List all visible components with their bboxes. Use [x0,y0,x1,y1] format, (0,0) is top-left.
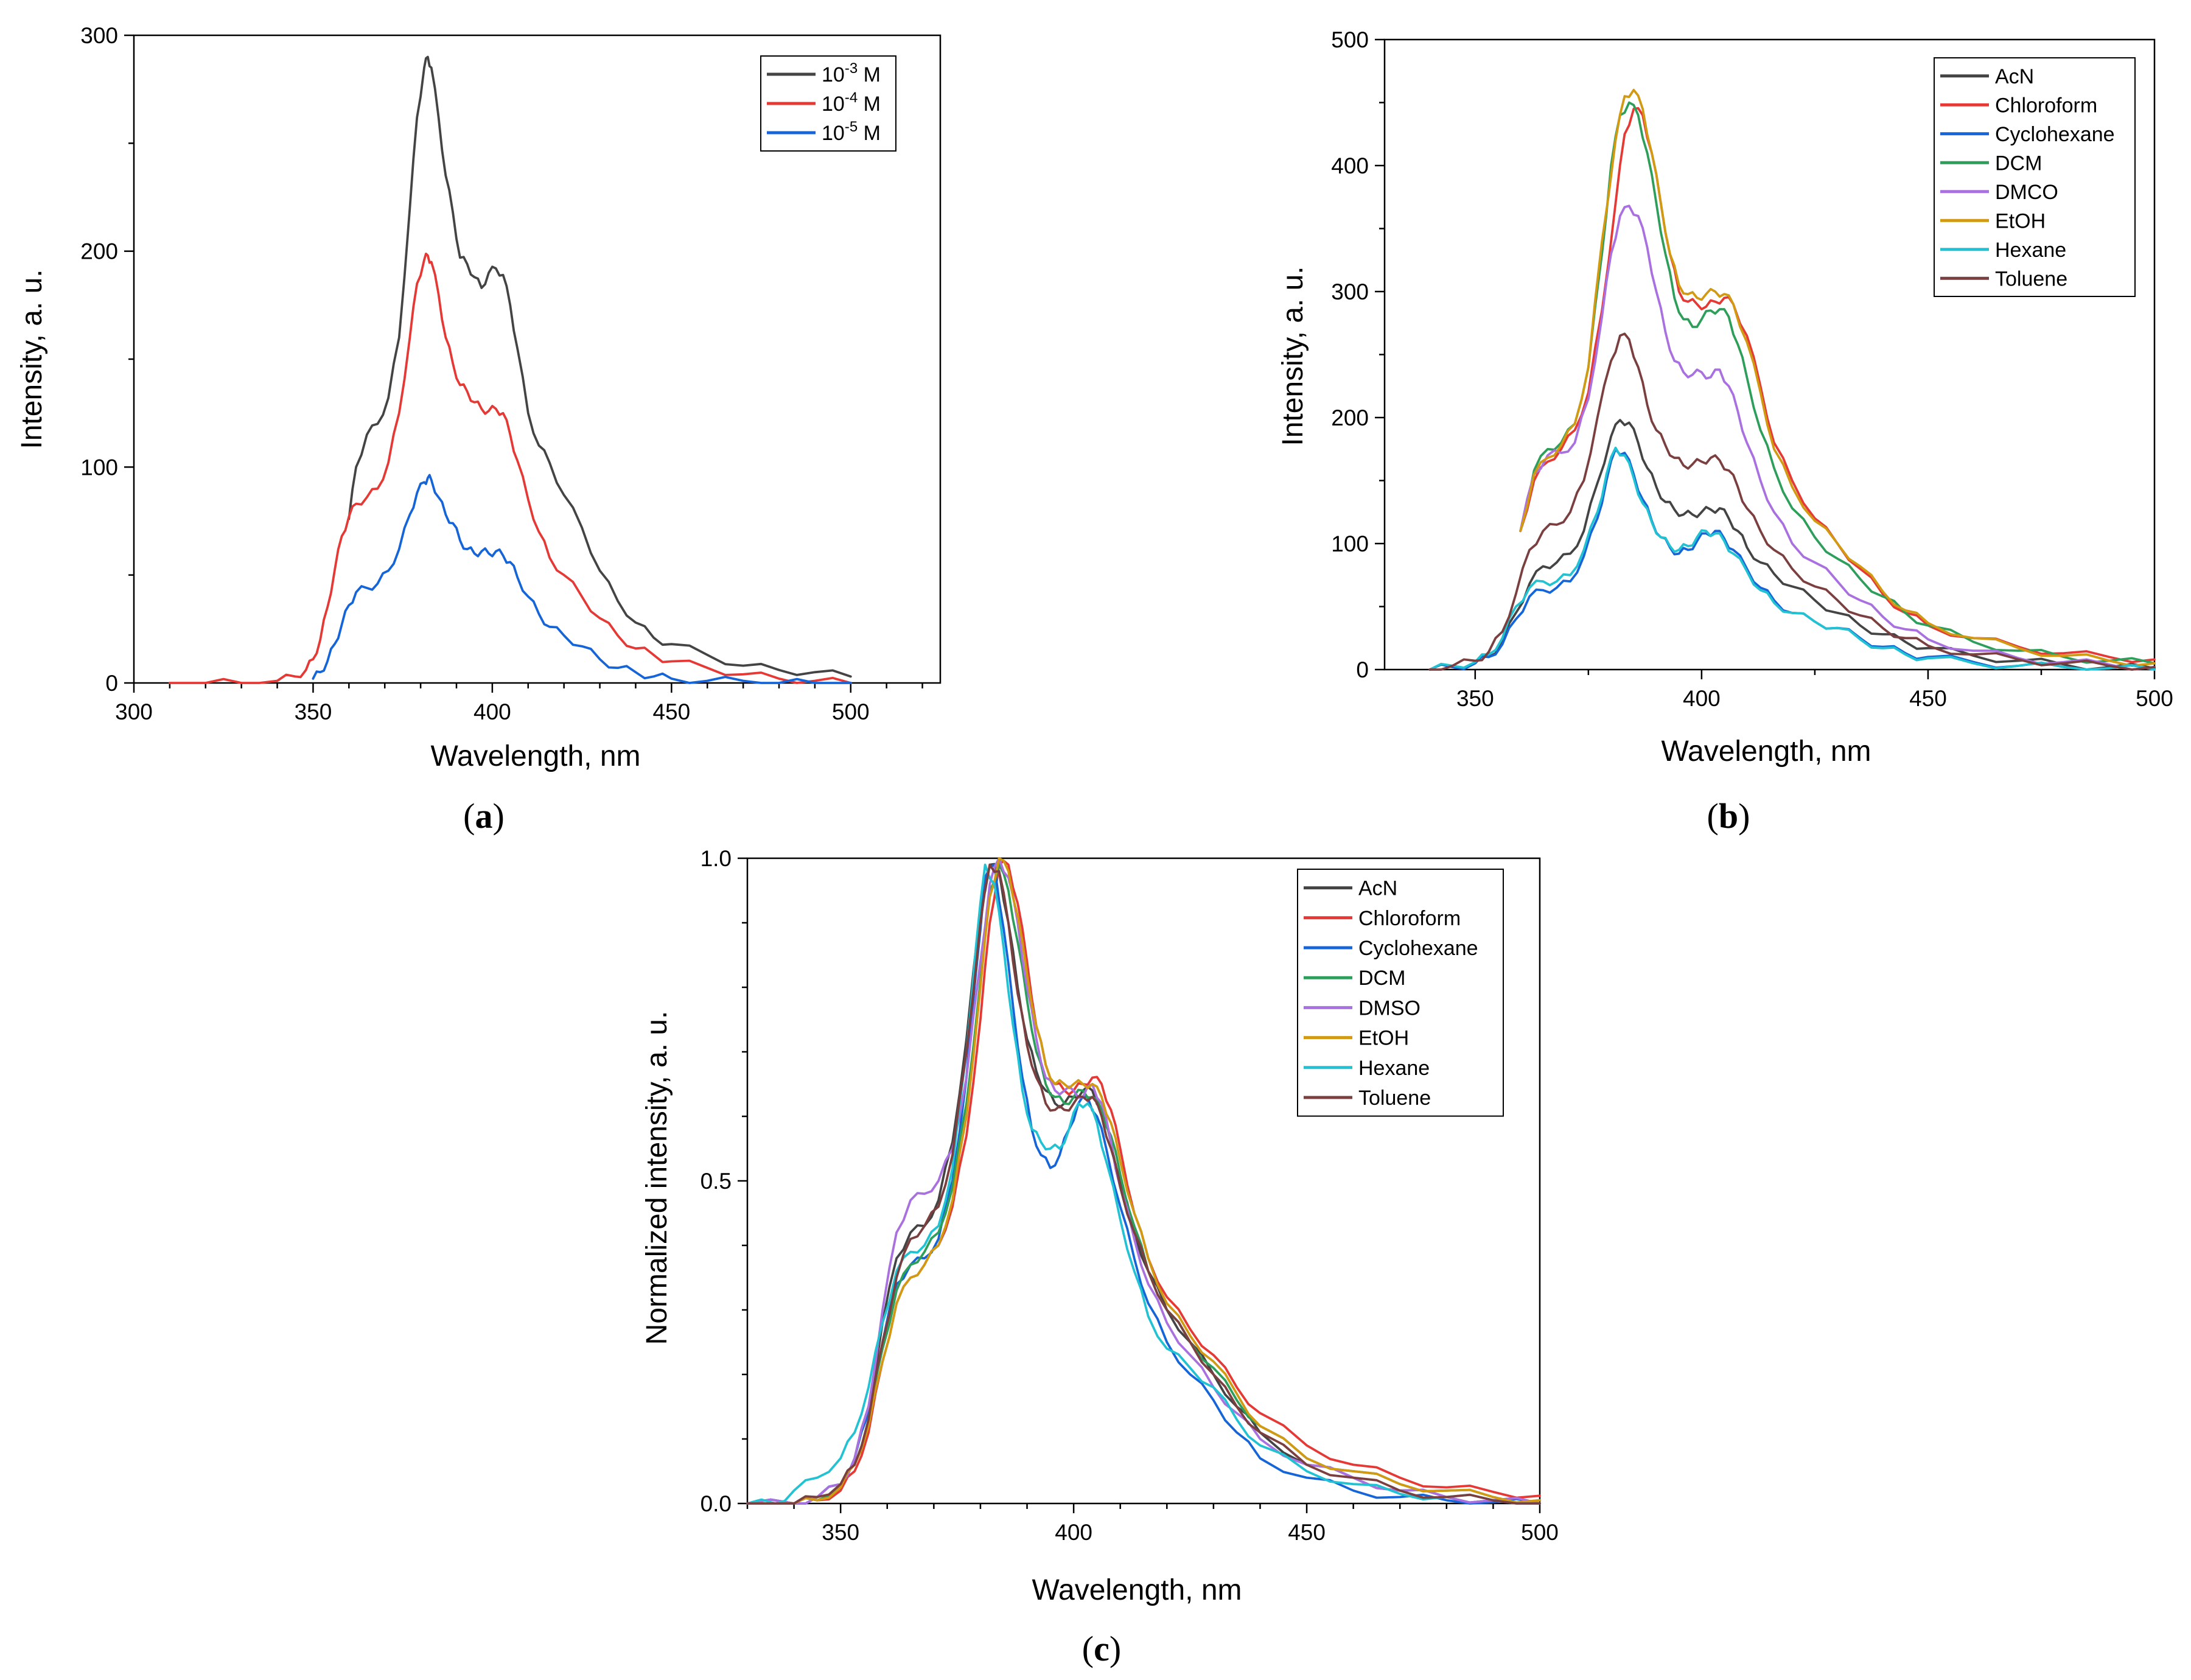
x-tick-label: 450 [1288,1520,1326,1545]
y-tick-label: 0 [105,671,118,696]
x-tick-label: 500 [832,699,870,724]
legend-entry: DMSO [1358,996,1420,1020]
x-tick-label: 350 [1456,686,1494,711]
x-tick-label: 400 [1683,686,1721,711]
legend-entry: DCM [1358,967,1405,990]
legend-entry: Toluene [1358,1087,1431,1110]
panel-c-series [746,857,1541,1505]
y-tick-label: 200 [80,239,118,264]
x-tick-label: 500 [2136,686,2173,711]
panel-c-ticks: 350 400 450 500 0.0 0.5 1.0 [701,846,1559,1545]
x-tick-label: 450 [652,699,690,724]
series-line-10-3 [348,55,852,678]
legend-entry: DCM [1995,152,2042,175]
legend-entry: EtOH [1995,209,2046,233]
legend-entry: Hexane [1995,239,2066,262]
series-line-dmco [1519,205,2156,671]
panel-c: 350 400 450 500 0.0 0.5 1.0 AcN Chloroform Cyclo… [641,846,1559,1668]
series-line-chloroform [1519,107,2156,663]
series-line-etoh [1519,88,2156,667]
series-line-10-5 [312,474,852,684]
panel-b-caption: (b) [1707,796,1750,836]
series-line-cyclohexane [1428,447,2156,671]
legend-entry: DMCO [1995,181,2058,204]
y-tick-label: 200 [1331,405,1369,430]
y-tick-label: 300 [1331,279,1369,304]
panel-b-xlabel: Wavelength, nm [1661,735,1871,768]
panel-b-ylabel: Intensity, a. u. [1277,266,1309,446]
legend-entry: AcN [1358,877,1397,900]
series-line-hexane [746,863,1541,1505]
panel-b-series [1428,88,2156,671]
series-line-toluene [746,863,1541,1505]
y-tick-label: 0.5 [701,1169,732,1194]
series-line-toluene [1428,332,2156,671]
panel-a-caption-letter: a [475,796,493,836]
y-tick-label: 400 [1331,153,1369,178]
x-tick-label: 300 [115,699,153,724]
legend-entry: 10-4 M [822,89,881,116]
series-line-10-4 [169,253,852,684]
y-tick-label: 100 [80,455,118,480]
panel-b-legend: AcN Chloroform Cyclohexane DCM DMCO EtOH Hexan… [1934,57,2136,297]
x-tick-label: 500 [1521,1520,1559,1545]
x-tick-label: 450 [1909,686,1947,711]
panel-a-ylabel: Intensity, a. u. [16,269,48,449]
panel-a-ticks: 300 350 400 450 500 0 100 200 300 [80,23,923,724]
legend-entry: 10-3 M [822,60,881,86]
panel-c-caption: (c) [1082,1629,1121,1668]
panel-a-xlabel: Wavelength, nm [430,740,640,772]
legend-entry: AcN [1995,65,2034,88]
x-tick-label: 400 [473,699,511,724]
series-line-etoh [746,857,1541,1505]
legend-entry: Cyclohexane [1358,937,1478,960]
legend-entry: Cyclohexane [1995,123,2115,146]
panel-a-legend: 10-3 M 10-4 M 10-5 M [760,55,896,152]
x-tick-label: 350 [822,1520,859,1545]
legend-entry: Chloroform [1995,94,2097,117]
legend-entry: 10-5 M [822,119,881,145]
panel-b-caption-letter: b [1719,796,1738,836]
legend-entry: EtOH [1358,1027,1409,1050]
legend-entry: Toluene [1995,267,2067,290]
panel-c-caption-letter: c [1094,1629,1109,1668]
series-line-dmso [746,857,1541,1505]
legend-entry: Chloroform [1358,907,1461,930]
series-line-dcm [746,863,1541,1505]
y-tick-label: 0 [1356,657,1369,682]
y-tick-label: 1.0 [701,846,732,871]
y-tick-label: 500 [1331,27,1369,52]
x-tick-label: 400 [1055,1520,1092,1545]
y-tick-label: 100 [1331,531,1369,556]
legend-entry: Hexane [1358,1057,1430,1080]
series-line-hexane [1428,446,2156,671]
panel-b: 350 400 450 500 0 100 200 300 400 500 AcN Chlorofo… [1277,27,2173,836]
x-tick-label: 350 [295,699,332,724]
panel-c-ylabel: Normalized intensity, a. u. [641,1011,673,1345]
panel-a-caption: (a) [463,796,505,836]
series-line-acn [1428,419,2156,671]
panel-c-xlabel: Wavelength, nm [1032,1574,1242,1606]
y-tick-label: 0.0 [701,1491,732,1516]
legend-box [1934,57,2136,297]
panel-c-legend: AcN Chloroform Cyclohexane DCM DMSO EtOH Hexan… [1297,869,1504,1117]
legend-box [1297,869,1504,1117]
series-line-dcm [1519,101,2156,665]
y-tick-label: 300 [80,23,118,48]
panel-b-ticks: 350 400 450 500 0 100 200 300 400 500 [1331,27,2173,711]
panel-a-series [169,55,852,684]
